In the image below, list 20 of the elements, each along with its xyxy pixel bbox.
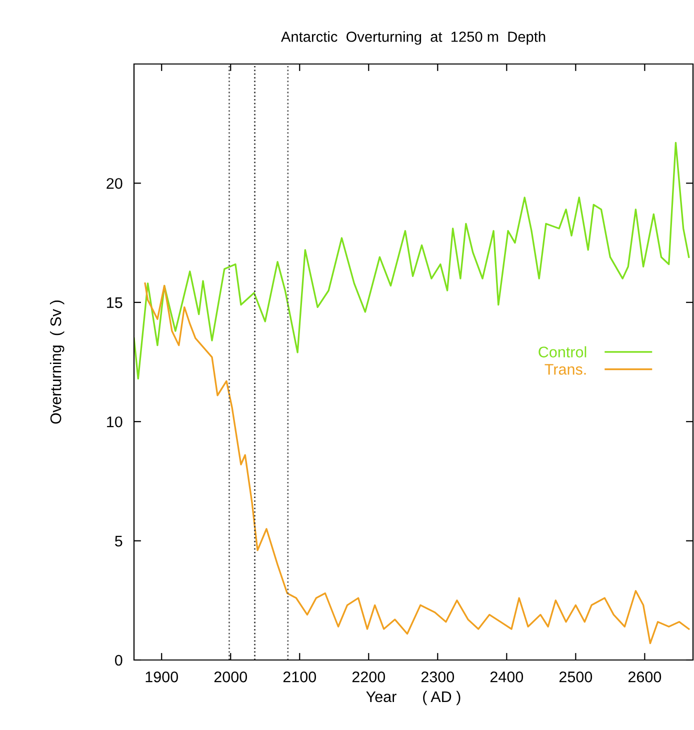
x-tick-label: 2200: [352, 672, 386, 682]
y-tick-label: 0: [114, 654, 122, 666]
line-series: [134, 142, 690, 380]
y-axis-title: Overturning ( Sv ): [50, 300, 64, 424]
y-tick-label: 20: [106, 178, 122, 189]
x-tick-label: 2000: [214, 672, 248, 682]
line-series: [144, 282, 690, 644]
x-tick-label: 2600: [628, 672, 662, 682]
x-tick-label: 2400: [490, 672, 524, 682]
x-tick-label: 2300: [421, 672, 454, 682]
x-tick-label: 2500: [559, 672, 592, 682]
y-tick-label: 15: [107, 297, 122, 308]
legend-label: Control: [538, 346, 586, 358]
x-tick-label: 1900: [146, 672, 178, 682]
chart-title: Antarctic Overturning at 1250 m Depth: [281, 31, 546, 45]
y-tick-label: 10: [107, 416, 122, 428]
y-tick-label: 5: [115, 536, 122, 546]
legend-label: Trans.: [544, 364, 586, 375]
x-axis-title: Year ( AD ): [366, 690, 460, 706]
x-tick-label: 2100: [283, 672, 316, 682]
